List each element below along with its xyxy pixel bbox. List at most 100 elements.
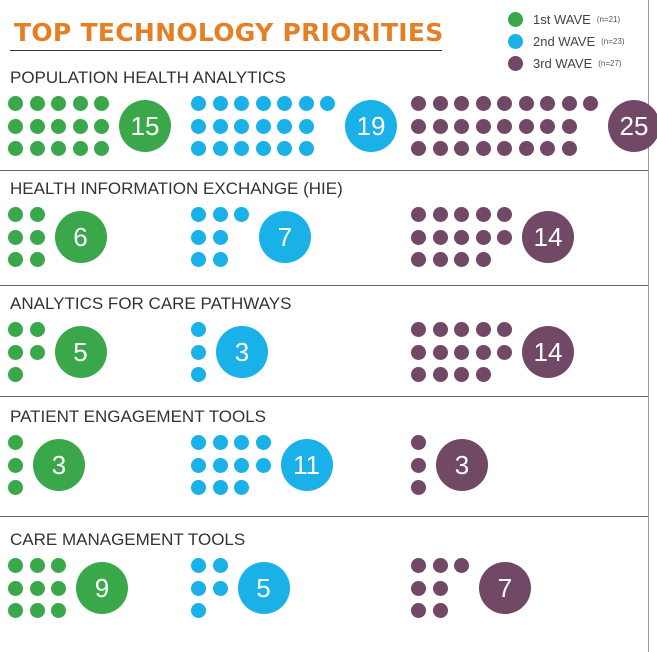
- legend-swatch: [508, 55, 523, 71]
- dot-mark: [191, 558, 206, 573]
- dot-mark: [51, 118, 66, 134]
- dot-mark: [411, 96, 426, 111]
- legend-count: (n=23): [601, 36, 625, 46]
- value-bubble: 3: [216, 326, 268, 378]
- dot-mark: [8, 457, 23, 473]
- value-bubble: 3: [436, 439, 488, 491]
- dot-mark: [277, 141, 292, 156]
- dot-mark: [234, 480, 249, 495]
- dot-mark: [497, 207, 512, 222]
- dot-mark: [454, 344, 469, 360]
- dot-mark: [298, 141, 314, 156]
- legend-item-2nd-wave: 2nd WAVE (n=23): [508, 30, 625, 52]
- dot-mark: [497, 322, 512, 337]
- dot-mark: [454, 118, 469, 134]
- dot-mark: [454, 322, 469, 337]
- legend-item-1st-wave: 1st WAVE (n=21): [508, 8, 625, 30]
- dot-mark: [8, 580, 23, 596]
- section-title: ANALYTICS FOR CARE PATHWAYS: [10, 294, 292, 313]
- dot-mark: [561, 141, 577, 156]
- value-bubble: 9: [76, 562, 128, 614]
- dot-mark: [212, 435, 228, 450]
- dot-mark: [298, 118, 314, 134]
- section-title: CARE MANAGEMENT TOOLS: [10, 530, 246, 549]
- legend-item-3rd-wave: 3rd WAVE (n=27): [508, 52, 625, 74]
- dot-mark: [432, 118, 448, 134]
- dot-mark: [29, 558, 45, 573]
- dot-mark: [8, 435, 23, 450]
- value-bubble: 3: [33, 439, 85, 491]
- dot-mark: [29, 580, 45, 596]
- dot-mark: [94, 118, 109, 134]
- dot-mark: [411, 580, 426, 596]
- dot-mark: [212, 580, 228, 596]
- dot-mark: [432, 603, 448, 618]
- dot-mark: [255, 118, 271, 134]
- dot-mark: [234, 96, 249, 111]
- legend-label: 2nd WAVE: [533, 33, 596, 49]
- dot-mark: [298, 96, 314, 111]
- dot-mark: [234, 118, 249, 134]
- legend-label: 1st WAVE: [533, 11, 591, 27]
- dot-mark: [497, 229, 512, 245]
- dot-mark: [191, 141, 206, 156]
- value-bubble: 15: [119, 100, 171, 152]
- dot-mark: [432, 322, 448, 337]
- page-title: TOP TECHNOLOGY PRIORITIES: [14, 18, 444, 47]
- dot-mark: [191, 207, 206, 222]
- dot-mark: [454, 141, 469, 156]
- dot-mark: [497, 141, 512, 156]
- dot-mark: [8, 207, 23, 222]
- dot-mark: [8, 367, 23, 382]
- dot-mark: [583, 96, 598, 111]
- dot-mark: [72, 118, 88, 134]
- dot-mark: [212, 480, 228, 495]
- dot-mark: [411, 141, 426, 156]
- dot-mark: [411, 344, 426, 360]
- dot-mark: [51, 580, 66, 596]
- value-bubble: 5: [54, 326, 107, 378]
- dot-mark: [454, 96, 469, 111]
- dot-mark: [561, 118, 577, 134]
- dot-mark: [29, 118, 45, 134]
- dot-mark: [432, 344, 448, 360]
- section-divider: [0, 170, 648, 171]
- value-bubble: 7: [259, 211, 311, 263]
- value-bubble: 14: [522, 211, 574, 263]
- dot-mark: [540, 96, 555, 111]
- dot-mark: [29, 252, 45, 267]
- dot-mark: [454, 252, 469, 267]
- dot-mark: [454, 207, 469, 222]
- dot-mark: [212, 558, 228, 573]
- dot-mark: [411, 229, 426, 245]
- dot-mark: [561, 96, 577, 111]
- dot-mark: [277, 118, 292, 134]
- section-divider: [0, 396, 648, 397]
- dot-mark: [411, 558, 426, 573]
- value-bubble: 25: [608, 100, 657, 152]
- dot-mark: [432, 580, 448, 596]
- dot-mark: [8, 603, 23, 618]
- dot-mark: [255, 96, 271, 111]
- dot-mark: [234, 435, 249, 450]
- dot-mark: [191, 603, 206, 618]
- dot-mark: [432, 141, 448, 156]
- dot-mark: [8, 252, 23, 267]
- legend-swatch: [508, 11, 523, 27]
- legend-label: 3rd WAVE: [533, 55, 593, 71]
- dot-mark: [29, 322, 45, 337]
- dot-mark: [255, 435, 271, 450]
- dot-mark: [8, 344, 23, 360]
- dot-mark: [212, 457, 228, 473]
- dot-mark: [454, 367, 469, 382]
- dot-mark: [454, 229, 469, 245]
- dot-mark: [29, 207, 45, 222]
- dot-mark: [29, 141, 45, 156]
- dot-mark: [411, 457, 426, 473]
- dot-mark: [497, 96, 512, 111]
- section-title: POPULATION HEALTH ANALYTICS: [10, 68, 286, 87]
- dot-mark: [277, 96, 292, 111]
- section-divider: [0, 516, 648, 517]
- dot-mark: [212, 96, 228, 111]
